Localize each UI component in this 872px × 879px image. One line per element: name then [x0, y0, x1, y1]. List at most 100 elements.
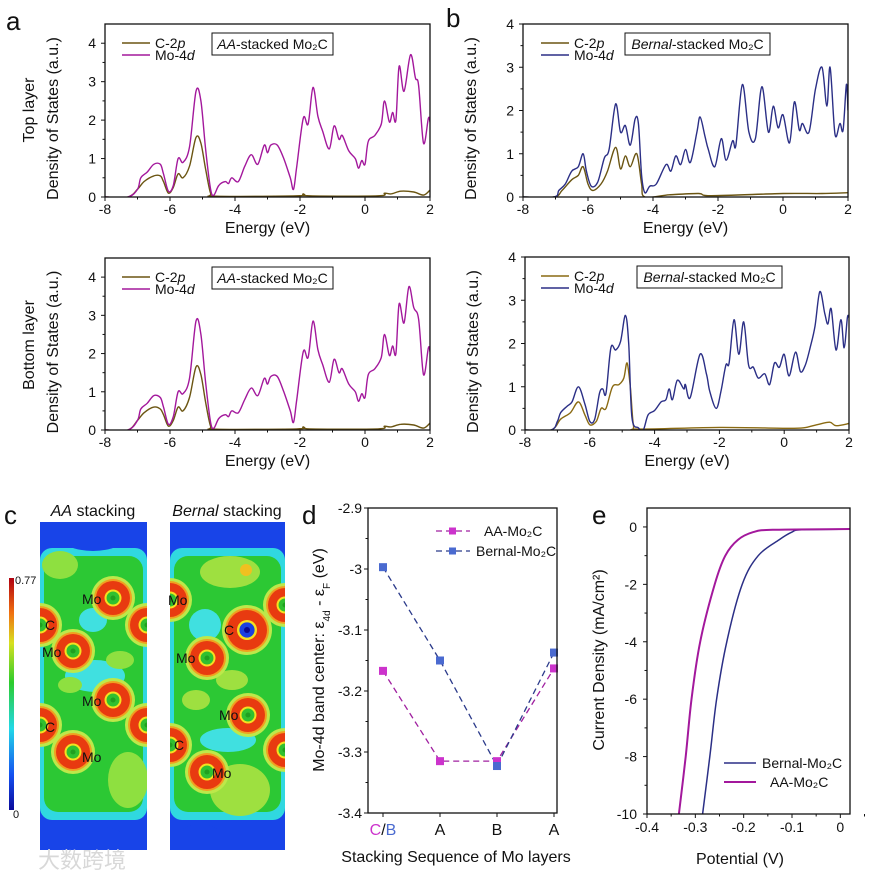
y-axis-label: Mo-4d band center: ε4d - εF (eV) [311, 548, 333, 772]
x-tick-label: -4 [647, 201, 660, 217]
legend-label: Mo-4d [155, 281, 196, 297]
colorbar-min-label: 0 [13, 809, 19, 821]
x-category-label: C/B [370, 822, 397, 839]
y-tick-label: 2 [508, 336, 516, 352]
series-line-bernal [701, 528, 851, 815]
series-c-2p-line [523, 146, 848, 197]
data-point-bernal [436, 656, 444, 665]
legend-italic-part: d [187, 281, 196, 297]
y-tick-label: 2 [88, 112, 96, 128]
atom-density-core [170, 738, 177, 752]
title-rest: -stacked Mo₂C [684, 269, 776, 285]
x-tick-label: 0 [361, 201, 369, 217]
y-axis-label: Density of States (a.u.) [45, 37, 62, 200]
x-tick-label: -0.1 [780, 819, 804, 835]
atom-density-core [204, 769, 210, 775]
panel-label-a: a [6, 6, 21, 36]
x-tick-label: -8 [99, 434, 112, 450]
title-box [211, 266, 334, 290]
legend-label: Mo-4d [574, 47, 615, 63]
atom-label: Mo [176, 650, 196, 666]
title-box-label: Bernal-stacked Mo₂C [643, 269, 775, 285]
y-tick-label: 1 [508, 379, 516, 395]
x-tick-label: 2 [844, 201, 852, 217]
title-italic: Bernal [643, 269, 684, 285]
y-tick-label: -2 [625, 576, 638, 592]
atom-density-core [278, 598, 285, 612]
data-point-aa [493, 757, 501, 766]
title-rest: -stacked Mo₂C [672, 36, 764, 52]
legend-italic-part: p [596, 35, 605, 51]
y-tick-label: -6 [625, 691, 638, 707]
panel-label-d: d [302, 500, 316, 530]
atom-density-core [144, 722, 147, 728]
atom-density-core [40, 622, 43, 628]
row-label-bottom: Bottom layer [21, 299, 38, 389]
x-tick-label: -0.4 [635, 819, 659, 835]
x-tick-label: -8 [517, 201, 530, 217]
legend-label: C-2p [155, 35, 186, 51]
map-blob [240, 564, 252, 576]
series-mo-4d-line [105, 285, 430, 430]
series-c-2p-line [525, 362, 849, 430]
series-c-2p-line [105, 364, 430, 430]
data-point-bernal [493, 762, 501, 771]
y-tick-label: 0 [88, 189, 96, 205]
atom-label: C [224, 622, 234, 638]
title-bernal-stacking: Bernal stacking [172, 503, 281, 520]
data-point-aa [436, 757, 444, 766]
map-blob [176, 824, 224, 850]
y-tick-label: 0 [88, 422, 96, 438]
atom-label: C [174, 737, 184, 753]
y-axis-label: Current Density (mA/cm²) [591, 569, 608, 750]
chart-a-bottom: -8 -6 -4 -2 0 2 0 1 2 3 4 Energy (eV) Density of Sta… [45, 257, 434, 470]
y-tick-label: 2 [88, 346, 96, 362]
atom-density-core [204, 655, 210, 661]
series-line-aa [382, 668, 555, 762]
y-label-part: F [322, 583, 333, 589]
atom-density-core [245, 712, 251, 718]
x-category-label: A [549, 822, 560, 839]
y-tick-label: 3 [506, 59, 514, 75]
y-tick-label: 4 [506, 16, 514, 32]
map-blob [59, 826, 127, 850]
legend-italic-part: d [606, 280, 615, 296]
legend-marker [449, 527, 456, 535]
legend-italic-part: p [177, 35, 186, 51]
atom-label: Mo [82, 749, 102, 765]
atom-labels: Mo C Mo Mo C Mo Mo C Mo Mo C Mo [42, 591, 239, 781]
y-tick-label: -2.9 [338, 500, 362, 516]
y-tick-label: -3.3 [338, 744, 362, 760]
data-point-aa [379, 666, 387, 675]
atom-density-core [170, 742, 173, 748]
row-label-top: Top layer [21, 77, 38, 143]
legend-label: C-2p [574, 268, 605, 284]
panel-label-e: e [592, 500, 606, 530]
legend-label: Mo-4d [574, 280, 615, 296]
map-blob [106, 651, 134, 669]
title-box-label: AA-stacked Mo₂C [216, 270, 327, 286]
x-tick-label: 0 [836, 819, 844, 835]
atom-label: C [45, 617, 55, 633]
atom-label: C [45, 719, 55, 735]
x-tick-label: -4 [648, 434, 661, 450]
atom-density-core [278, 743, 285, 757]
y-tick-label: 3 [88, 74, 96, 90]
charts: -8 -6 -4 -2 0 2 0 1 2 3 4 Energy (eV) Density of Sta… [45, 16, 865, 868]
atom-label: Mo [219, 707, 239, 723]
series-c-2p-line [105, 135, 430, 197]
atom-label: Mo [168, 592, 188, 608]
category-separator: / [381, 822, 386, 839]
atom-density-core [40, 618, 47, 632]
legend-label: AA-Mo₂C [770, 774, 828, 790]
legend-label: Bernal-Mo₂C [762, 755, 842, 771]
series-line-aa [677, 528, 851, 815]
y-tick-label: -8 [625, 749, 638, 765]
map-blob [42, 551, 78, 579]
atom-density-core [70, 749, 76, 755]
map-blob [182, 690, 210, 710]
legend-label: Bernal-Mo₂C [476, 543, 556, 559]
x-axis-label: Energy (eV) [643, 220, 728, 237]
